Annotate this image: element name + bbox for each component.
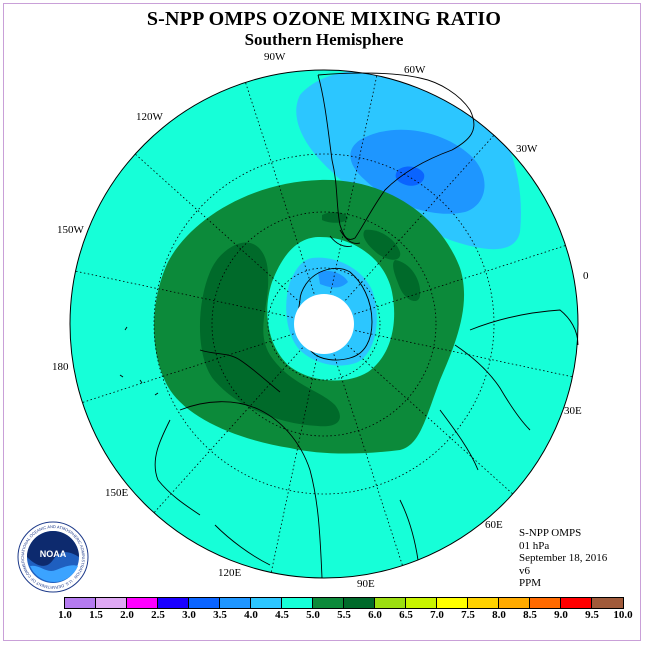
colorbar-segment [158, 598, 189, 608]
field-3-5-to-4-0-vortex [318, 270, 348, 288]
figure-frame [3, 3, 641, 641]
info-level: 01 hPa [519, 539, 550, 552]
logo-text: NOAA [40, 549, 67, 559]
lon-label-30w: 30W [516, 143, 538, 155]
info-date: September 18, 2016 [519, 552, 608, 565]
colorbar-segment [189, 598, 220, 608]
colorbar-tick-label: 10.0 [613, 609, 633, 621]
colorbar-tick-label: 4.5 [275, 609, 289, 621]
info-instrument: S-NPP OMPS [519, 527, 582, 539]
colorbar-tick-label: 6.0 [368, 609, 382, 621]
colorbar-segment [437, 598, 468, 608]
colorbar-tick-label: 2.5 [151, 609, 165, 621]
missing-data-pole [294, 294, 354, 354]
colorbar-tick-label: 7.5 [461, 609, 475, 621]
colorbar-segment [251, 598, 282, 608]
colorbar-tick-label: 4.0 [244, 609, 258, 621]
lon-label-30e: 30E [564, 405, 582, 417]
lon-label-180: 180 [52, 361, 69, 373]
colorbar-segment [561, 598, 592, 608]
lon-label-150e: 150E [105, 487, 129, 499]
colorbar-tick-label: 8.0 [492, 609, 506, 621]
colorbar-tick-label: 2.0 [120, 609, 134, 621]
colorbar-segment [499, 598, 530, 608]
lon-label-0: 0 [583, 270, 589, 282]
coastlines [119, 72, 579, 579]
colorbar [64, 597, 624, 609]
lon-label-150w: 150W [57, 224, 85, 236]
colorbar-tick-label: 1.5 [89, 609, 103, 621]
field-5-5-to-6-0-north [322, 212, 348, 223]
lon-label-90w: 90W [264, 51, 286, 63]
colorbar-segment [406, 598, 437, 608]
colorbar-tick-label: 5.5 [337, 609, 351, 621]
map-subtitle: Southern Hemisphere [244, 30, 404, 49]
colorbar-tick-label: 1.0 [58, 609, 72, 621]
graticule [153, 153, 495, 495]
map-title: S-NPP OMPS OZONE MIXING RATIO [146, 8, 502, 30]
field-5-5-to-6-0-east2 [393, 260, 421, 302]
info-version: v6 [519, 564, 530, 577]
colorbar-segment [282, 598, 313, 608]
lon-label-120e: 120E [218, 567, 242, 579]
colorbar-tick-label: 9.0 [554, 609, 568, 621]
colorbar-segment [344, 598, 375, 608]
colorbar-segment [375, 598, 406, 608]
map-boundary [69, 69, 579, 579]
field-3-0-to-3-5-atlantic [395, 166, 425, 186]
lon-label-90e: 90E [357, 578, 375, 590]
colorbar-segment [96, 598, 127, 608]
colorbar-segment [468, 598, 499, 608]
colorbar-tick-label: 3.5 [213, 609, 227, 621]
noaa-logo-icon: NOAA NATIONAL OCEANIC AND ATMOSPHERIC AD… [16, 520, 89, 593]
colorbar-tick-label: 9.5 [585, 609, 599, 621]
colorbar-tick-label: 3.0 [182, 609, 196, 621]
lon-label-120w: 120W [136, 111, 164, 123]
colorbar-segment [127, 598, 158, 608]
field-5-5-to-6-0-east [363, 229, 401, 260]
colorbar-segment [313, 598, 344, 608]
info-block: S-NPP OMPS 01 hPa September 18, 2016 v6 … [519, 527, 607, 590]
colorbar-tick-label: 6.5 [399, 609, 413, 621]
colorbar-segment [220, 598, 251, 608]
field-5-5-to-6-0-ring [199, 242, 340, 427]
longitude-labels: 90W 60W 120W 30W 150W 0 180 30E 150E 60E… [52, 51, 589, 590]
colorbar-segment [65, 598, 96, 608]
lon-label-60w: 60W [404, 64, 426, 76]
colorbar-segment [530, 598, 561, 608]
info-unit: PPM [519, 577, 542, 590]
colorbar-tick-label: 8.5 [523, 609, 537, 621]
lon-label-60e: 60E [485, 519, 503, 531]
colorbar-segment [592, 598, 623, 608]
colorbar-tick-labels: 1.0 1.5 2.0 2.5 3.0 3.5 4.0 4.5 5.0 5.5 6.0 6.5 7.0 7… [0, 609, 648, 623]
colorbar-tick-label: 5.0 [306, 609, 320, 621]
colorbar-tick-label: 7.0 [430, 609, 444, 621]
